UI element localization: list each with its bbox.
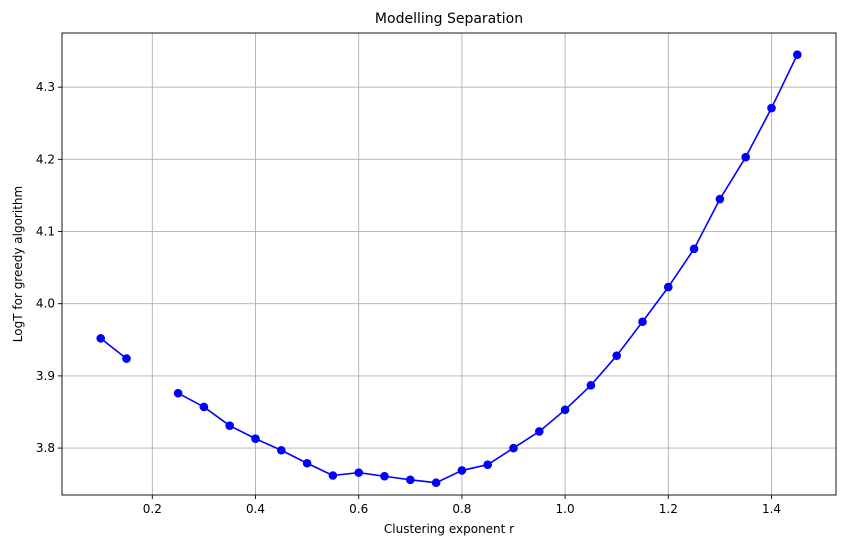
data-point [225, 421, 234, 431]
x-axis-ticks: 0.2 0.4 0.6 0.8 1.0 1.2 1.4 [143, 495, 781, 516]
data-point [173, 388, 183, 398]
data-point [199, 402, 209, 412]
data-point [535, 427, 544, 436]
y-tick-label: 4.0 [36, 297, 55, 311]
x-tick-label: 0.4 [246, 502, 265, 516]
y-tick-label: 3.9 [36, 369, 55, 383]
plot-area-frame [61, 32, 837, 496]
data-point [638, 317, 647, 327]
y-axis-ticks: 3.8 3.9 4.0 4.1 4.2 4.3 [36, 80, 62, 455]
x-tick-label: 1.2 [659, 502, 678, 516]
data-point [122, 354, 131, 363]
data-point [277, 445, 286, 455]
grid-lines [62, 33, 836, 495]
data-point [793, 50, 802, 59]
data-point [406, 475, 415, 485]
y-tick-label: 4.3 [36, 80, 55, 94]
data-point [457, 466, 467, 475]
data-point [483, 460, 493, 469]
data-point [741, 152, 750, 162]
data-point [689, 244, 699, 254]
data-point [354, 468, 364, 477]
data-point [431, 478, 441, 488]
data-point [380, 471, 389, 481]
data-point [586, 380, 596, 390]
data-point [328, 471, 338, 480]
y-tick-label: 4.1 [36, 225, 55, 239]
data-point [96, 334, 105, 343]
series-layer [96, 50, 802, 488]
data-point [715, 194, 725, 204]
x-tick-label: 0.8 [452, 502, 471, 516]
data-point [251, 434, 260, 443]
x-tick-label: 1.4 [762, 502, 781, 516]
data-point [612, 351, 621, 360]
y-tick-label: 3.8 [36, 441, 55, 455]
x-tick-label: 1.0 [556, 502, 575, 516]
x-tick-label: 0.6 [349, 502, 368, 516]
data-point [302, 458, 312, 468]
data-point [509, 443, 518, 453]
y-axis-label: LogT for greedy algorithm [11, 186, 25, 342]
data-point [560, 405, 570, 415]
data-point [767, 103, 776, 113]
x-axis-label: Clustering exponent r [384, 522, 514, 536]
x-tick-label: 0.2 [143, 502, 162, 516]
data-point [664, 282, 673, 292]
chart-title: Modelling Separation [375, 11, 523, 27]
y-tick-label: 4.2 [36, 152, 55, 166]
